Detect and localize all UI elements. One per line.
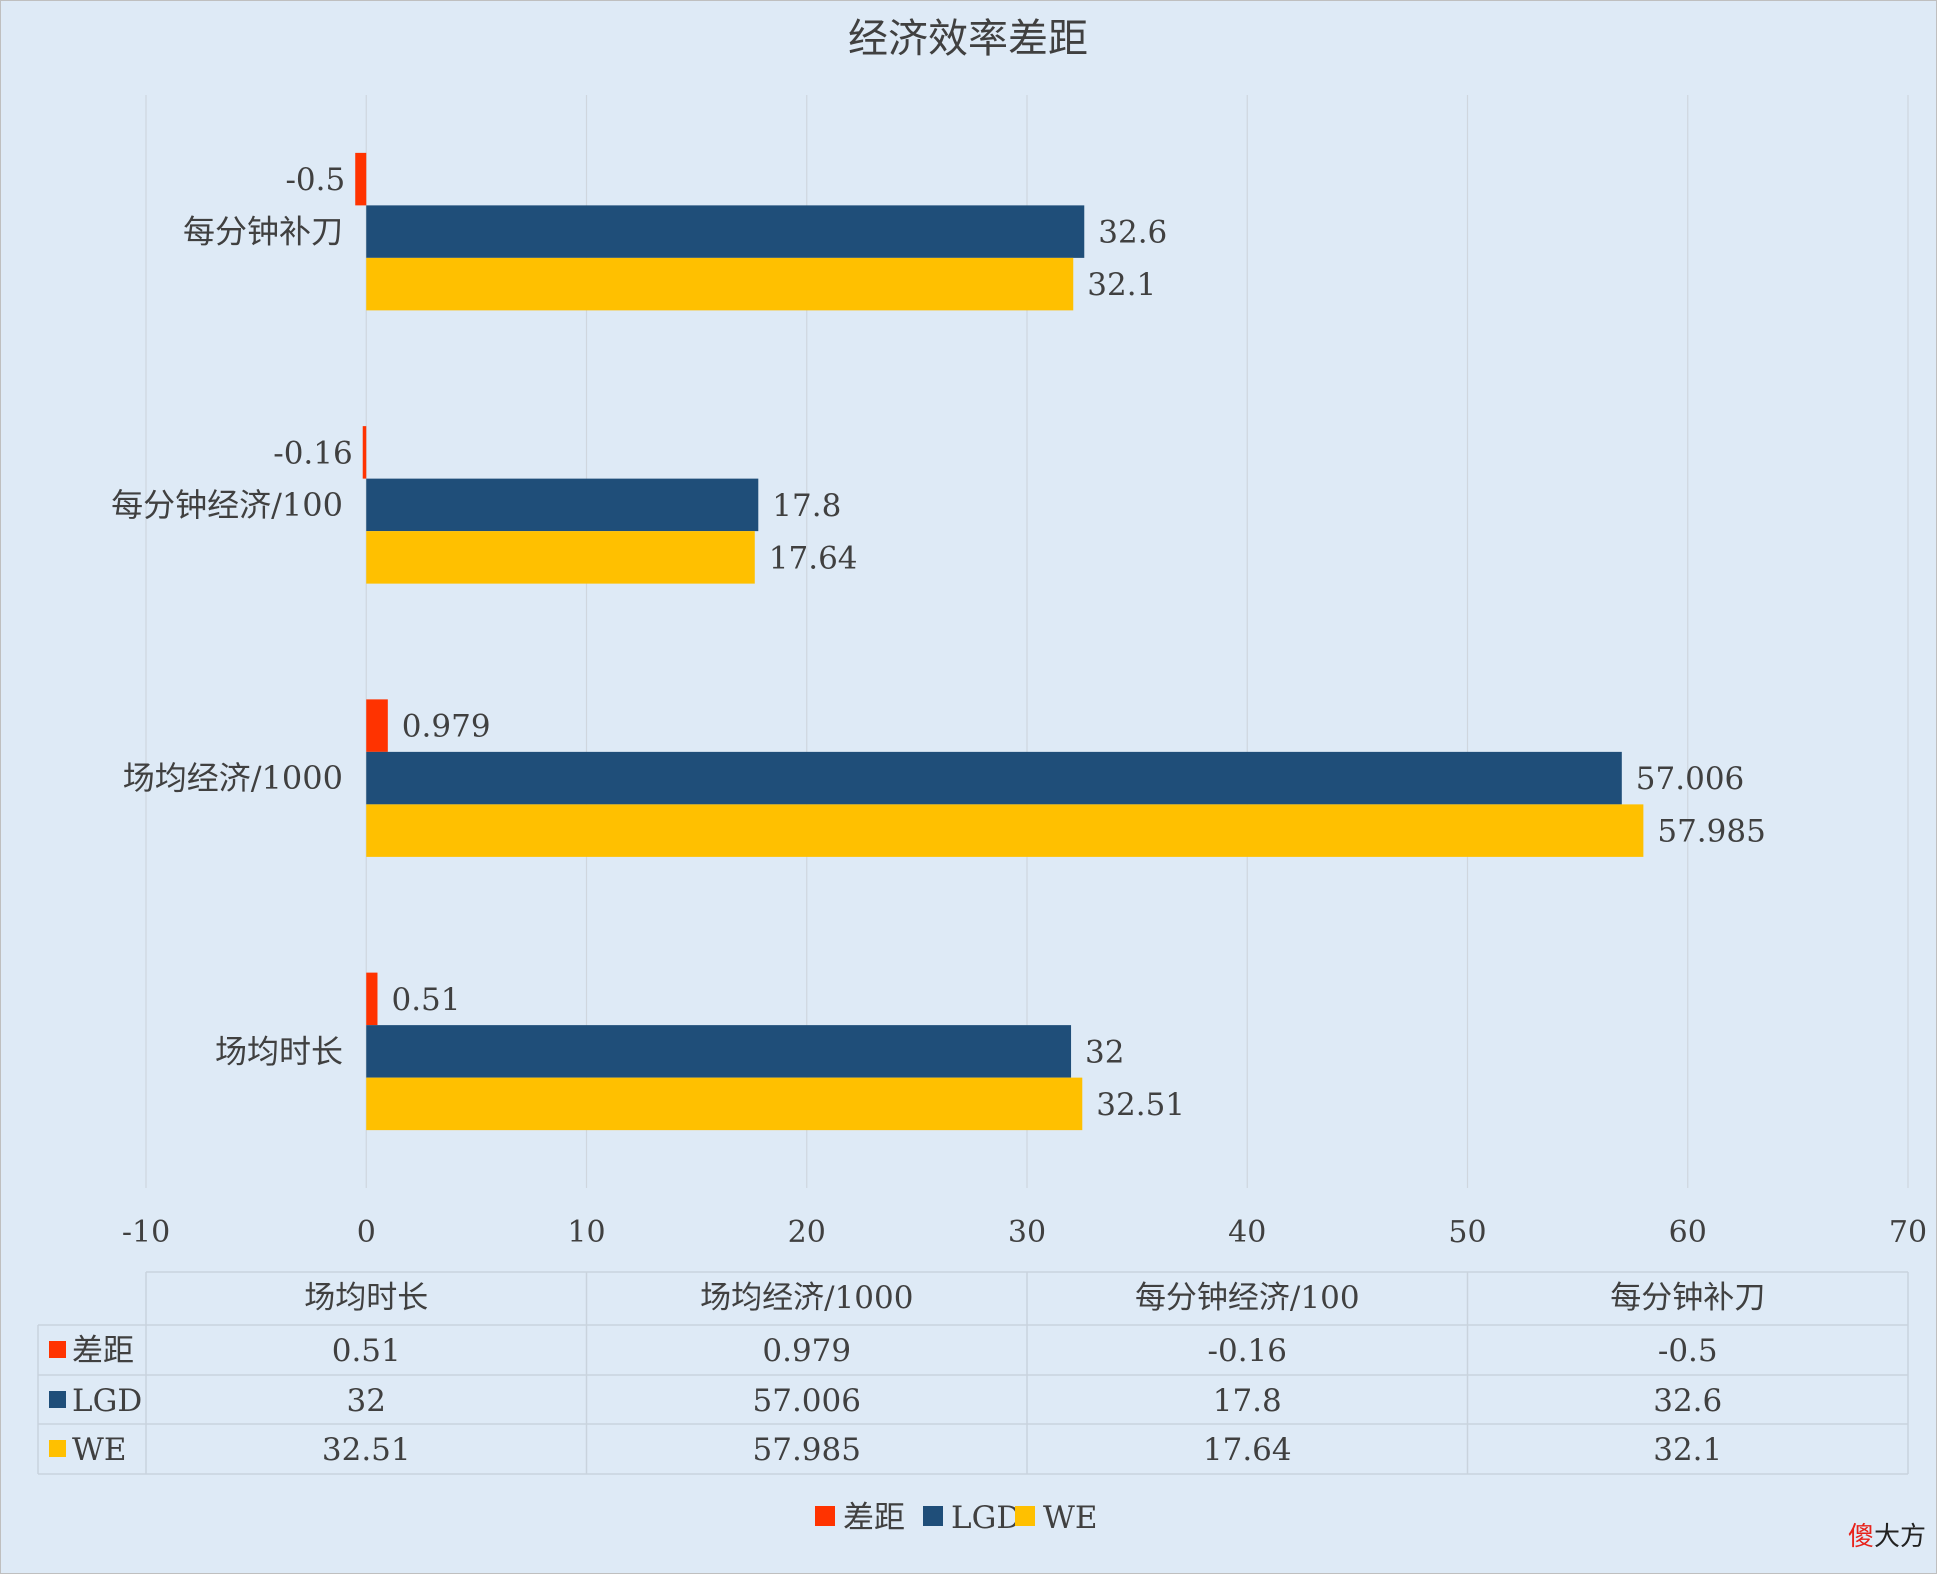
bar-gap-2: [362, 426, 367, 479]
table-cell: -0.16: [1208, 1333, 1288, 1369]
x-tick-label: 50: [1448, 1215, 1486, 1250]
table-cell: 32.51: [322, 1432, 411, 1468]
category-labels: 场均时长 场均经济/1000 每分钟经济/100 每分钟补刀: [111, 213, 343, 1071]
category-label: 每分钟补刀: [183, 213, 343, 251]
bar-we-2: [366, 531, 755, 584]
bar-we-3: [366, 257, 1074, 311]
bar-gap-0: [366, 972, 378, 1026]
table-cell: 32: [347, 1383, 386, 1419]
table-legend-key: [49, 1391, 66, 1408]
x-tick-label: 40: [1228, 1215, 1266, 1250]
table-row-label: LGD: [72, 1383, 142, 1419]
data-label: 17.64: [769, 540, 858, 576]
legend-label: WE: [1043, 1500, 1098, 1536]
x-tick-label: 10: [567, 1215, 605, 1250]
table-header-cell: 场均经济/1000: [700, 1280, 913, 1316]
legend: 差距 LGD WE: [815, 1500, 1098, 1536]
table-legend-key: [49, 1440, 66, 1457]
table-cell: 17.64: [1203, 1432, 1292, 1468]
table-cell: 32.1: [1653, 1432, 1722, 1468]
bars: [355, 152, 1644, 1131]
table-cell: 32.6: [1653, 1383, 1722, 1419]
bar-gap-1: [366, 699, 388, 752]
table-cell: 57.985: [753, 1432, 861, 1468]
table-row-label: 差距: [72, 1333, 134, 1369]
category-label: 场均经济/1000: [123, 759, 343, 797]
legend-swatch: [923, 1506, 943, 1526]
category-label: 每分钟经济/100: [111, 486, 343, 524]
table-header-cell: 每分钟补刀: [1610, 1280, 1765, 1316]
x-tick-label: 20: [788, 1215, 826, 1250]
bar-lgd-2: [366, 478, 759, 532]
data-label: 57.985: [1657, 814, 1765, 850]
data-label: 32: [1085, 1034, 1124, 1070]
bar-we-1: [366, 804, 1644, 857]
category-label: 场均时长: [215, 1032, 343, 1070]
table-legend-key: [49, 1341, 66, 1358]
data-label: 32.1: [1087, 267, 1156, 303]
table-cell: 0.51: [332, 1333, 401, 1369]
x-tick-label: 0: [357, 1215, 376, 1250]
bar-we-0: [366, 1077, 1083, 1131]
x-tick-label: 70: [1889, 1215, 1927, 1250]
data-label: 32.6: [1098, 215, 1167, 251]
x-tick-label: 30: [1008, 1215, 1046, 1250]
watermark: 傻 大方: [1848, 1522, 1926, 1552]
data-labels: 0.51 32 32.51 0.979 57.006 57.985 -0.16 17.8 17.…: [273, 162, 1766, 1123]
table-cell: 0.979: [762, 1333, 851, 1369]
legend-label: LGD: [951, 1500, 1021, 1536]
data-label: 0.979: [402, 709, 491, 745]
legend-label: 差距: [843, 1500, 905, 1536]
bar-lgd-3: [366, 205, 1085, 258]
watermark-text: 大方: [1874, 1522, 1926, 1552]
legend-swatch: [815, 1506, 835, 1526]
table-header-cell: 场均时长: [304, 1280, 428, 1316]
table-header-cell: 每分钟经济/100: [1135, 1280, 1360, 1316]
table-cell: 17.8: [1213, 1383, 1282, 1419]
legend-swatch: [1015, 1506, 1035, 1526]
bar-lgd-1: [366, 751, 1622, 805]
x-tick-label: -10: [122, 1215, 170, 1250]
bar-gap-3: [355, 152, 367, 206]
table-cell: -0.5: [1658, 1333, 1718, 1369]
x-tick-label: 60: [1669, 1215, 1707, 1250]
x-axis-ticks: -10 0 10 20 30 40 50 60 70: [122, 1215, 1927, 1250]
table-row-label: WE: [72, 1432, 127, 1468]
bar-lgd-0: [366, 1025, 1072, 1078]
data-label: -0.16: [273, 435, 353, 471]
chart-title: 经济效率差距: [848, 16, 1088, 62]
data-label: -0.5: [285, 162, 345, 198]
table-cell: 57.006: [753, 1383, 861, 1419]
watermark-mark: 傻: [1848, 1522, 1874, 1552]
data-label: 32.51: [1096, 1087, 1185, 1123]
data-label: 57.006: [1636, 761, 1744, 797]
data-label: 17.8: [772, 488, 841, 524]
data-label: 0.51: [391, 982, 460, 1018]
